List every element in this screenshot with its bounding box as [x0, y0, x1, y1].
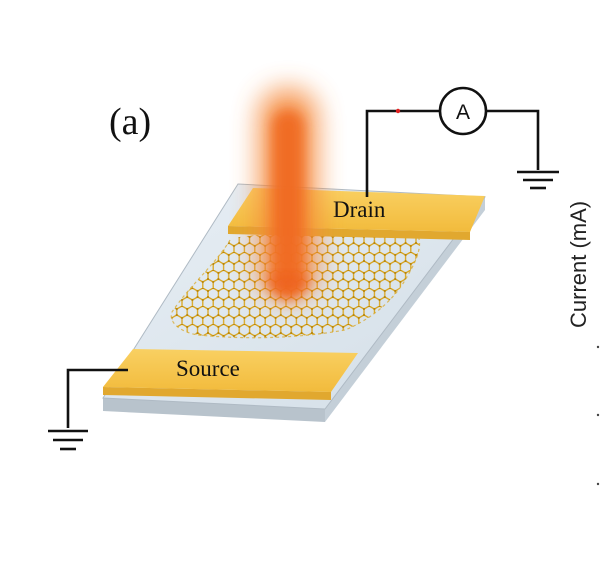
- axis-tick-mark: [596, 482, 600, 486]
- source-circuit: [48, 368, 128, 451]
- substrate-right-side: [325, 197, 485, 422]
- source-electrode-top: [103, 349, 358, 392]
- ground-icon: [517, 170, 559, 190]
- laser-beam: [258, 88, 318, 300]
- ground-wire-right: [486, 109, 540, 170]
- axis-tick-mark: [596, 345, 600, 349]
- panel-label: (a): [109, 101, 151, 143]
- source-wire: [66, 368, 128, 428]
- ground-icon: [48, 429, 88, 451]
- drain-circuit: A: [365, 86, 559, 197]
- wire-marker: [395, 108, 401, 114]
- source-electrode: Source: [103, 349, 358, 400]
- ammeter-icon: A: [438, 86, 488, 136]
- axis-tick-mark: [596, 413, 600, 417]
- source-electrode-front: [103, 387, 331, 400]
- y-axis-label: Current (mA): [566, 201, 591, 328]
- substrate-front-side: [103, 398, 325, 422]
- drain-wire: [365, 109, 440, 197]
- drain-label: Drain: [333, 197, 386, 222]
- ammeter-label: A: [456, 101, 470, 124]
- source-label: Source: [176, 356, 240, 381]
